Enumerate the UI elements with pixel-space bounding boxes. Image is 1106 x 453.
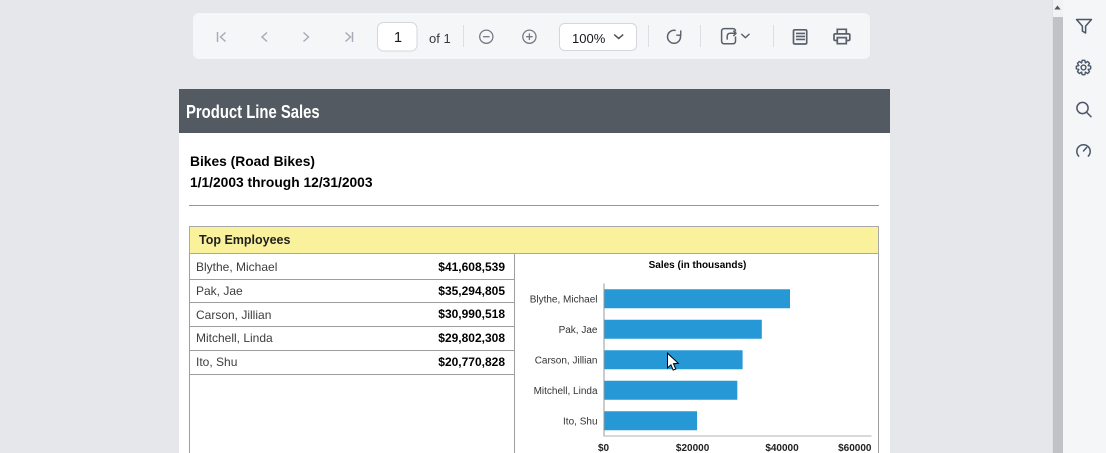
- svg-text:Pak, Jae: Pak, Jae: [559, 325, 598, 336]
- svg-text:$40000: $40000: [765, 443, 799, 453]
- svg-text:$20000: $20000: [676, 443, 710, 453]
- svg-text:Carson, Jillian: Carson, Jillian: [535, 355, 598, 366]
- svg-text:Ito, Shu: Ito, Shu: [563, 416, 597, 427]
- svg-text:Mitchell, Linda: Mitchell, Linda: [534, 386, 598, 397]
- svg-text:$60000: $60000: [838, 443, 872, 453]
- svg-text:$0: $0: [598, 443, 610, 453]
- svg-text:Blythe, Michael: Blythe, Michael: [530, 294, 598, 305]
- svg-text:Sales (in thousands): Sales (in thousands): [649, 260, 747, 271]
